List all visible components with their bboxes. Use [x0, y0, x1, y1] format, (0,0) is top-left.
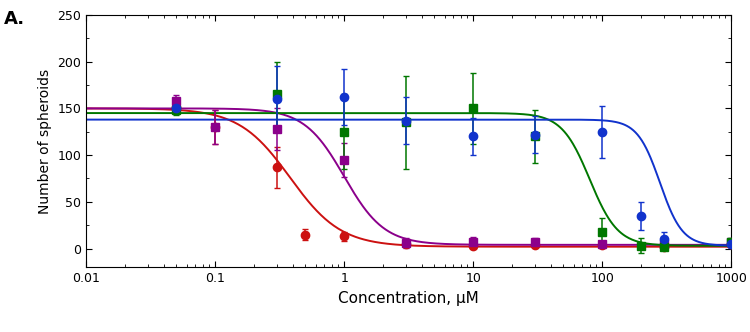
Text: A.: A.: [4, 10, 25, 28]
X-axis label: Concentration, μM: Concentration, μM: [338, 291, 479, 306]
Y-axis label: Number of spheroids: Number of spheroids: [38, 68, 52, 214]
